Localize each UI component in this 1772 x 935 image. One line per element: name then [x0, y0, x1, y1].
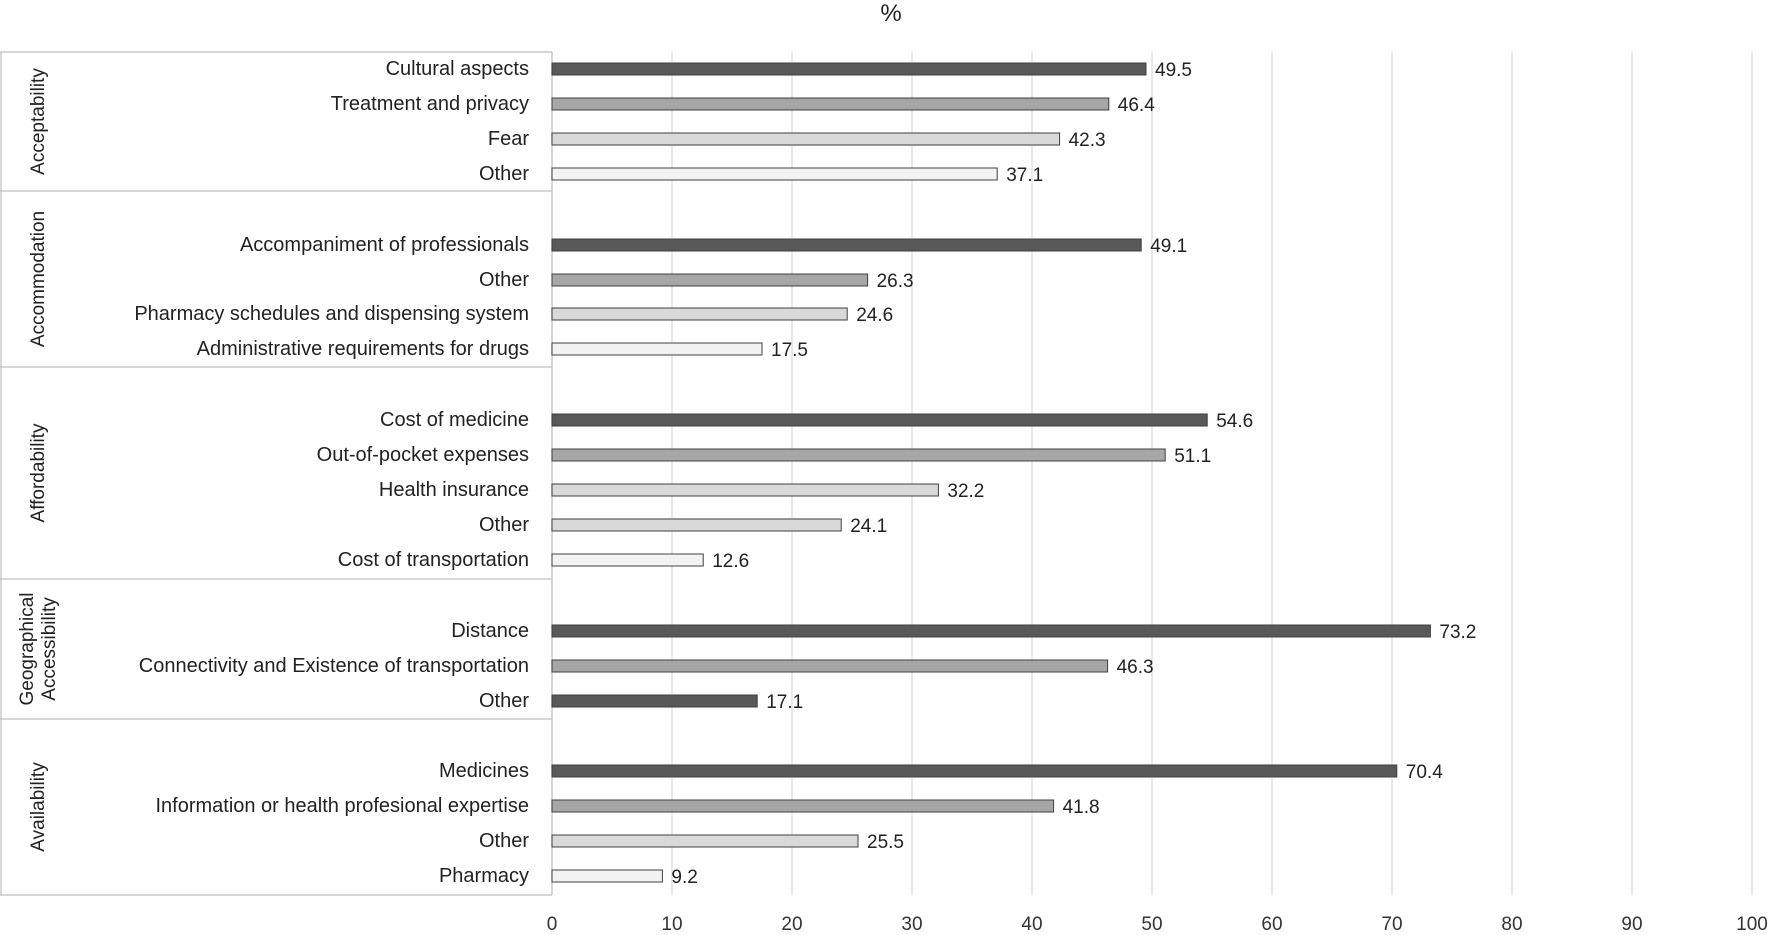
bar [551, 764, 1398, 778]
bar [551, 132, 1061, 146]
x-tick-label: 60 [1261, 914, 1282, 935]
bar [551, 342, 763, 356]
data-label: 24.1 [850, 516, 887, 537]
category-label: Other [479, 830, 529, 852]
x-axis-ticks: 0 10 20 30 40 50 60 70 80 90 100 [547, 914, 1768, 935]
data-label: 54.6 [1216, 411, 1253, 432]
bar [551, 518, 842, 532]
data-label: 9.2 [671, 867, 697, 888]
bars-layer: Acceptability Cultural aspects 49.5 Treatme… [17, 58, 1476, 888]
category-label: Cost of transportation [338, 549, 529, 571]
bar [551, 869, 663, 883]
group-label-line: Accommodation [28, 211, 49, 347]
x-tick-label: 70 [1381, 914, 1402, 935]
data-label: 73.2 [1439, 622, 1476, 643]
group-label: Availability [28, 762, 49, 852]
data-label: 25.5 [867, 832, 904, 853]
x-tick-label: 50 [1141, 914, 1162, 935]
data-label: 46.4 [1118, 95, 1155, 116]
data-label: 70.4 [1406, 762, 1443, 783]
bar [551, 62, 1147, 76]
bar [551, 97, 1110, 111]
bar [551, 694, 758, 708]
data-label: 17.1 [766, 692, 803, 713]
category-label: Accompaniment of professionals [240, 234, 529, 256]
category-label: Other [479, 514, 529, 536]
x-tick-label: 10 [661, 914, 682, 935]
bar [551, 799, 1055, 813]
category-label: Pharmacy schedules and dispensing system [134, 303, 529, 325]
category-label: Pharmacy [439, 865, 529, 887]
data-label: 32.2 [947, 481, 984, 502]
category-label: Other [479, 163, 529, 185]
bar [551, 413, 1208, 427]
bar [551, 238, 1142, 252]
category-frame [0, 51, 553, 896]
bar [551, 167, 998, 181]
x-tick-label: 40 [1021, 914, 1042, 935]
group-label-line: Availability [28, 762, 49, 852]
data-label: 49.1 [1150, 236, 1187, 257]
category-label: Medicines [439, 760, 529, 782]
group-label: Affordability [28, 423, 49, 522]
x-tick-label: 0 [547, 914, 558, 935]
category-label: Treatment and privacy [331, 93, 529, 115]
x-tick-label: 100 [1736, 914, 1768, 935]
group-label-line: Accessibility [39, 597, 60, 701]
data-label: 46.3 [1117, 657, 1154, 678]
grid-layer [551, 52, 1753, 895]
data-label: 12.6 [712, 551, 749, 572]
category-label: Out-of-pocket expenses [317, 444, 529, 466]
bar [551, 553, 704, 567]
category-label: Cultural aspects [386, 58, 529, 80]
bar [551, 659, 1109, 673]
data-label: 42.3 [1069, 130, 1106, 151]
category-label: Information or health profesional expert… [155, 795, 529, 817]
chart-title: % [880, 0, 901, 27]
category-label: Connectivity and Existence of transporta… [139, 655, 529, 677]
bar [551, 448, 1166, 462]
category-label: Health insurance [379, 479, 529, 501]
data-label: 37.1 [1006, 165, 1043, 186]
category-label: Other [479, 690, 529, 712]
data-label: 17.5 [771, 340, 808, 361]
category-label: Distance [451, 620, 529, 642]
bar [551, 273, 869, 287]
x-tick-label: 20 [781, 914, 802, 935]
bar [551, 483, 939, 497]
group-label: GeographicalAccessibility [17, 592, 60, 705]
x-tick-label: 90 [1621, 914, 1642, 935]
category-label: Administrative requirements for drugs [197, 338, 529, 360]
data-label: 49.5 [1155, 60, 1192, 81]
group-label-line: Acceptability [28, 68, 49, 175]
bar [551, 307, 848, 321]
data-label: 51.1 [1174, 446, 1211, 467]
bar [551, 834, 859, 848]
category-label: Fear [488, 128, 529, 150]
group-label: Accommodation [28, 211, 49, 347]
data-label: 24.6 [856, 305, 893, 326]
group-label-line: Geographical [17, 592, 38, 705]
group-label-line: Affordability [28, 423, 49, 522]
group-label: Acceptability [28, 68, 49, 175]
category-label: Cost of medicine [380, 409, 529, 431]
data-label: 26.3 [877, 271, 914, 292]
data-label: 41.8 [1063, 797, 1100, 818]
x-tick-label: 80 [1501, 914, 1522, 935]
bar [551, 624, 1431, 638]
x-tick-label: 30 [901, 914, 922, 935]
category-label: Other [479, 269, 529, 291]
